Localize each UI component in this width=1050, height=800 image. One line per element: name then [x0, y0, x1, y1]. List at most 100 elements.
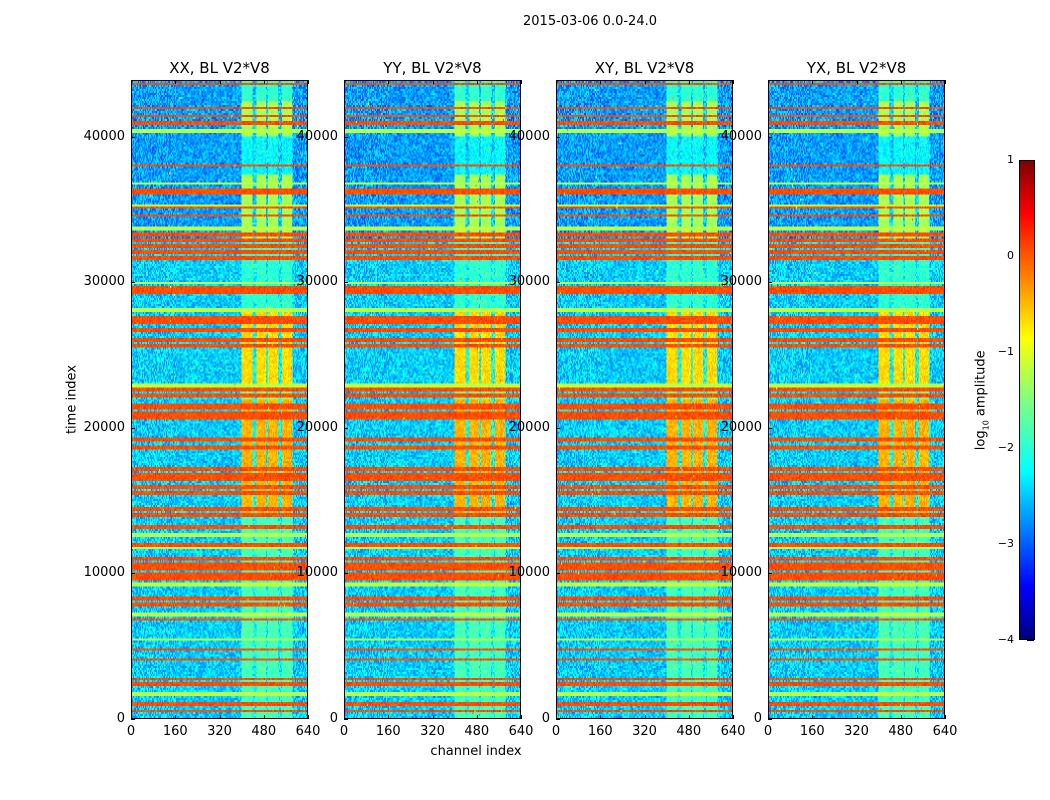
x-tick-mark [432, 715, 434, 719]
heatmap-panel [556, 80, 733, 719]
y-tick-label: 30000 [720, 274, 762, 290]
y-tick-mark [344, 282, 348, 284]
x-tick-mark [556, 715, 557, 719]
x-tick-mark [308, 80, 309, 84]
y-tick-label: 10000 [720, 565, 762, 581]
x-tick-mark [733, 80, 734, 84]
x-tick-label: 480 [676, 724, 702, 739]
heatmap-image [769, 81, 944, 718]
x-tick-mark [900, 80, 902, 84]
x-tick-label: 640 [508, 724, 534, 739]
panel-title: XY, BL V2*V8 [594, 59, 695, 77]
x-tick-mark [219, 80, 221, 84]
x-tick-mark [175, 715, 177, 719]
y-tick-mark [556, 282, 560, 284]
y-tick-mark [344, 573, 348, 575]
y-tick-label: 30000 [508, 274, 550, 290]
y-tick-mark [344, 427, 348, 429]
colorbar-tick-label: 1 [1007, 153, 1014, 166]
x-tick-mark [600, 80, 602, 84]
y-tick-mark [131, 136, 135, 138]
panel-title: XX, BL V2*V8 [169, 59, 270, 77]
y-tick-mark [131, 282, 135, 284]
x-tick-mark [688, 80, 690, 84]
y-tick-label: 0 [116, 711, 125, 726]
x-tick-label: 320 [844, 724, 869, 739]
x-tick-label: 320 [420, 724, 445, 739]
x-tick-mark [945, 715, 946, 719]
y-tick-label: 20000 [720, 419, 762, 435]
x-axis-label: channel index [430, 744, 522, 759]
y-tick-mark [768, 282, 772, 284]
x-tick-mark [388, 80, 390, 84]
x-tick-mark [900, 715, 902, 719]
heatmap-image [132, 81, 307, 718]
y-tick-mark [344, 136, 348, 138]
y-tick-label: 20000 [508, 419, 550, 435]
x-tick-mark [219, 715, 221, 719]
colorbar-tick-label: −3 [997, 537, 1014, 550]
colorbar-tick-label: −1 [997, 345, 1014, 358]
heatmap-panel [768, 80, 945, 719]
x-tick-mark [856, 80, 858, 84]
x-tick-label: 160 [162, 724, 188, 739]
y-tick-label: 0 [541, 711, 550, 726]
x-tick-label: 480 [888, 724, 914, 739]
x-tick-label: 480 [464, 724, 490, 739]
y-tick-mark [768, 136, 772, 138]
x-tick-label: 640 [932, 724, 958, 739]
x-tick-label: 160 [375, 724, 401, 739]
heatmap-panel [344, 80, 521, 719]
x-tick-label: 0 [763, 724, 773, 739]
x-tick-mark [644, 80, 646, 84]
y-tick-mark [556, 719, 560, 720]
x-tick-label: 0 [551, 724, 561, 739]
x-tick-mark [556, 80, 557, 84]
x-tick-label: 160 [799, 724, 825, 739]
x-tick-mark [131, 715, 132, 719]
panel-title: YX, BL V2*V8 [806, 59, 907, 77]
y-tick-label: 30000 [83, 274, 125, 290]
colorbar-tick-label: 0 [1007, 249, 1014, 262]
x-tick-mark [688, 715, 690, 719]
x-tick-mark [344, 715, 345, 719]
y-tick-mark [131, 427, 135, 429]
x-tick-mark [733, 715, 734, 719]
y-tick-label: 40000 [296, 128, 338, 144]
x-tick-mark [263, 80, 265, 84]
y-tick-label: 30000 [296, 274, 338, 290]
x-tick-mark [768, 715, 769, 719]
x-tick-mark [768, 80, 769, 84]
y-tick-mark [768, 573, 772, 575]
x-tick-label: 160 [587, 724, 613, 739]
colorbar [1019, 160, 1035, 640]
x-tick-mark [308, 715, 309, 719]
y-tick-mark [556, 427, 560, 429]
colorbar-tick-mark [1027, 640, 1034, 641]
x-tick-label: 320 [207, 724, 232, 739]
x-tick-mark [476, 80, 478, 84]
x-tick-mark [945, 80, 946, 84]
y-tick-label: 20000 [296, 419, 338, 435]
x-tick-label: 640 [295, 724, 321, 739]
y-tick-label: 40000 [720, 128, 762, 144]
colorbar-tick-label: −2 [997, 441, 1014, 454]
y-axis-label: time index [64, 364, 80, 435]
y-tick-mark [556, 573, 560, 575]
y-tick-label: 40000 [83, 128, 125, 144]
heatmap-panel [131, 80, 308, 719]
colorbar-label: log10 amplitude [973, 350, 991, 451]
x-tick-label: 0 [339, 724, 349, 739]
y-tick-mark [556, 136, 560, 138]
x-tick-mark [432, 80, 434, 84]
x-tick-label: 640 [720, 724, 746, 739]
y-tick-label: 40000 [508, 128, 550, 144]
x-tick-label: 480 [251, 724, 277, 739]
y-tick-label: 0 [329, 711, 338, 726]
heatmap-image [557, 81, 732, 718]
figure-title: 2015-03-06 0.0-24.0 [523, 14, 657, 29]
y-tick-label: 10000 [83, 565, 125, 581]
x-tick-mark [388, 715, 390, 719]
y-tick-mark [768, 427, 772, 429]
x-tick-label: 0 [126, 724, 136, 739]
